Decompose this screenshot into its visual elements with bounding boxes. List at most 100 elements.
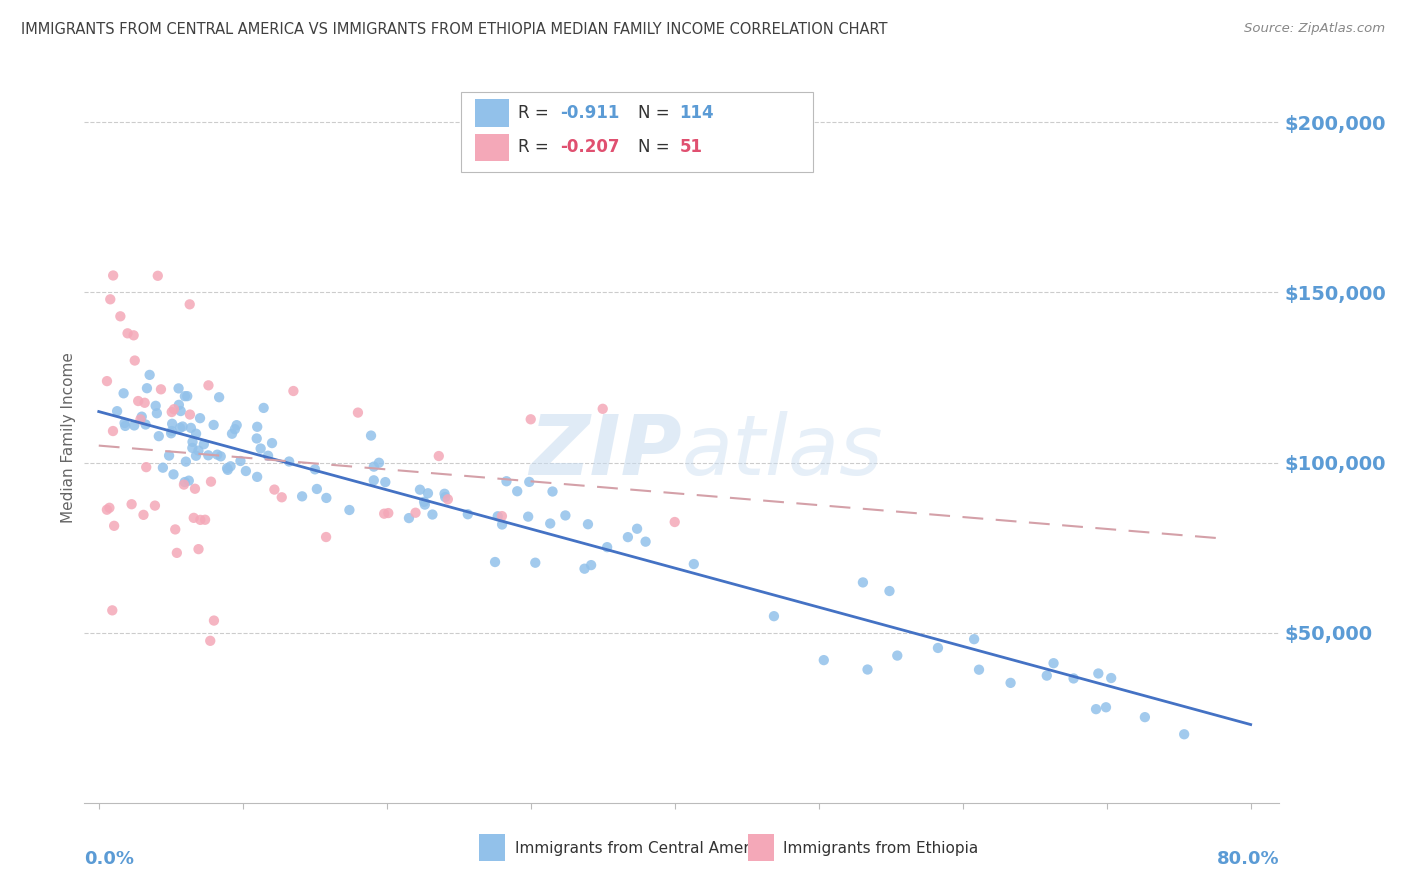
- Point: [524, 556, 547, 570]
- Point: [374, 475, 396, 489]
- Point: [291, 489, 314, 503]
- Point: [122, 328, 145, 343]
- Point: [927, 640, 949, 655]
- Point: [181, 441, 204, 455]
- Point: [129, 412, 152, 426]
- Point: [305, 482, 328, 496]
- Point: [217, 461, 239, 475]
- Text: 80.0%: 80.0%: [1216, 850, 1279, 868]
- FancyBboxPatch shape: [461, 92, 814, 172]
- Point: [304, 462, 326, 476]
- Point: [225, 418, 247, 433]
- Point: [184, 449, 207, 463]
- Point: [121, 497, 143, 511]
- Point: [169, 421, 191, 435]
- Point: [1000, 676, 1022, 690]
- Point: [122, 418, 145, 433]
- Text: atlas: atlas: [682, 411, 883, 492]
- Text: R =: R =: [519, 138, 554, 156]
- Point: [160, 424, 183, 438]
- Point: [246, 419, 269, 434]
- Point: [162, 467, 184, 482]
- Point: [152, 460, 174, 475]
- Point: [112, 386, 135, 401]
- Point: [224, 422, 246, 436]
- Point: [200, 633, 222, 648]
- Point: [157, 449, 180, 463]
- Point: [1042, 657, 1064, 671]
- Point: [886, 648, 908, 663]
- Point: [172, 419, 194, 434]
- Point: [592, 401, 614, 416]
- Point: [416, 486, 439, 500]
- Point: [263, 483, 285, 497]
- Point: [179, 408, 201, 422]
- Point: [579, 558, 602, 573]
- FancyBboxPatch shape: [475, 134, 509, 161]
- Point: [103, 518, 125, 533]
- Point: [967, 663, 990, 677]
- Point: [145, 399, 167, 413]
- Point: [184, 426, 207, 441]
- Point: [856, 663, 879, 677]
- Point: [427, 449, 450, 463]
- Point: [437, 492, 460, 507]
- Point: [486, 509, 509, 524]
- Point: [506, 484, 529, 499]
- Point: [617, 530, 640, 544]
- Point: [221, 426, 243, 441]
- Point: [576, 517, 599, 532]
- Point: [176, 389, 198, 403]
- Point: [398, 511, 420, 525]
- Text: Immigrants from Ethiopia: Immigrants from Ethiopia: [783, 840, 979, 855]
- FancyBboxPatch shape: [475, 99, 509, 127]
- Point: [101, 603, 124, 617]
- Point: [193, 437, 215, 451]
- Point: [538, 516, 561, 531]
- Point: [135, 460, 157, 475]
- Text: Source: ZipAtlas.com: Source: ZipAtlas.com: [1244, 22, 1385, 36]
- Point: [146, 406, 169, 420]
- Point: [762, 609, 785, 624]
- Point: [253, 401, 276, 415]
- FancyBboxPatch shape: [479, 833, 505, 862]
- Point: [377, 506, 399, 520]
- Point: [101, 268, 124, 283]
- Point: [1173, 727, 1195, 741]
- Text: -0.911: -0.911: [560, 104, 620, 122]
- Point: [114, 418, 136, 433]
- Y-axis label: Median Family Income: Median Family Income: [60, 351, 76, 523]
- Point: [131, 409, 153, 424]
- Text: 51: 51: [679, 138, 703, 156]
- Point: [98, 293, 121, 307]
- Point: [963, 632, 986, 647]
- Point: [124, 353, 146, 368]
- Point: [484, 555, 506, 569]
- Point: [173, 477, 195, 491]
- Point: [208, 390, 231, 404]
- Point: [852, 575, 875, 590]
- Point: [1095, 700, 1118, 714]
- Point: [434, 490, 457, 504]
- Point: [541, 484, 564, 499]
- Point: [160, 405, 183, 419]
- Point: [219, 459, 242, 474]
- Point: [127, 394, 149, 409]
- Point: [105, 404, 128, 418]
- Point: [278, 454, 301, 468]
- Point: [519, 412, 541, 426]
- Point: [132, 508, 155, 522]
- Point: [181, 434, 204, 449]
- Point: [160, 426, 183, 441]
- Point: [373, 507, 395, 521]
- Point: [194, 513, 217, 527]
- Point: [574, 562, 596, 576]
- Point: [148, 429, 170, 443]
- Point: [554, 508, 576, 523]
- Point: [257, 449, 280, 463]
- Point: [197, 378, 219, 392]
- Text: R =: R =: [519, 104, 554, 122]
- Point: [96, 502, 118, 516]
- Point: [596, 540, 619, 554]
- Text: N =: N =: [638, 138, 675, 156]
